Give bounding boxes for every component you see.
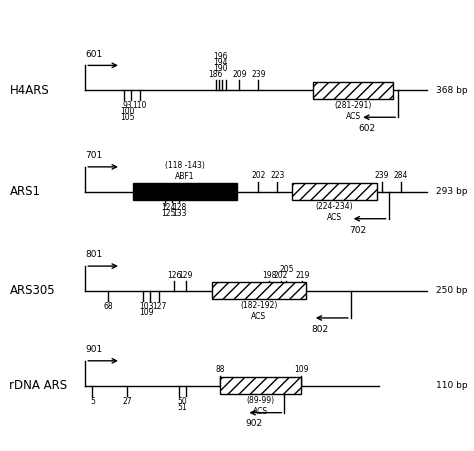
Text: 902: 902 xyxy=(245,419,262,428)
Text: 901: 901 xyxy=(85,345,102,354)
Text: 801: 801 xyxy=(85,250,102,259)
Text: 109: 109 xyxy=(294,365,308,374)
Text: (118 -143)
ABF1: (118 -143) ABF1 xyxy=(165,161,205,181)
Text: 202: 202 xyxy=(273,271,288,280)
Text: 88: 88 xyxy=(216,365,225,374)
Text: 284: 284 xyxy=(393,171,408,180)
Text: (224-234)
ACS: (224-234) ACS xyxy=(315,202,353,222)
Text: 27: 27 xyxy=(122,397,132,406)
Text: 223: 223 xyxy=(270,171,284,180)
Text: 202: 202 xyxy=(251,171,265,180)
Text: 368 bp: 368 bp xyxy=(436,86,468,95)
Text: 126: 126 xyxy=(167,271,182,280)
Text: 51: 51 xyxy=(178,403,187,412)
Text: 701: 701 xyxy=(85,151,102,160)
Text: 5: 5 xyxy=(90,397,95,406)
Text: rDNA ARS: rDNA ARS xyxy=(9,379,68,392)
Text: 133: 133 xyxy=(172,209,186,218)
Text: 128: 128 xyxy=(172,203,186,212)
Text: 198: 198 xyxy=(262,271,276,280)
Text: ARS1: ARS1 xyxy=(9,185,40,198)
Text: 196: 196 xyxy=(213,52,228,61)
Text: 110 bp: 110 bp xyxy=(436,381,468,390)
Text: 105: 105 xyxy=(120,113,134,122)
Text: 129: 129 xyxy=(179,271,193,280)
Text: 125: 125 xyxy=(161,209,175,218)
Text: 209: 209 xyxy=(232,70,246,79)
Bar xyxy=(292,183,377,200)
Text: 802: 802 xyxy=(311,325,328,334)
Text: 194: 194 xyxy=(213,58,228,67)
Text: 103: 103 xyxy=(139,302,153,311)
Text: 602: 602 xyxy=(359,124,376,133)
Text: 50: 50 xyxy=(178,397,187,406)
Text: 190: 190 xyxy=(213,64,228,73)
Text: 127: 127 xyxy=(152,302,166,311)
Text: 250 bp: 250 bp xyxy=(436,286,467,295)
Text: 239: 239 xyxy=(374,171,389,180)
Text: 68: 68 xyxy=(103,302,113,311)
Bar xyxy=(313,82,393,99)
Text: 219: 219 xyxy=(295,271,310,280)
Text: 186: 186 xyxy=(209,70,223,79)
Text: H4ARS: H4ARS xyxy=(9,84,49,97)
Text: 109: 109 xyxy=(139,308,153,317)
Text: (281-291)
ACS: (281-291) ACS xyxy=(335,101,372,121)
Text: *: * xyxy=(163,203,167,212)
Bar xyxy=(220,377,301,394)
Text: 100: 100 xyxy=(120,107,134,116)
Text: ARS305: ARS305 xyxy=(9,285,55,297)
Text: 124: 124 xyxy=(161,203,175,212)
Text: 93: 93 xyxy=(122,101,132,110)
Text: (89-99)
ACS: (89-99) ACS xyxy=(246,396,275,416)
Text: 239: 239 xyxy=(251,70,265,79)
Text: 702: 702 xyxy=(349,226,366,235)
Bar xyxy=(133,183,237,200)
Text: 601: 601 xyxy=(85,50,102,59)
Bar xyxy=(212,282,306,299)
Text: 205: 205 xyxy=(279,265,293,274)
Text: 110: 110 xyxy=(133,101,147,110)
Text: 293 bp: 293 bp xyxy=(436,187,467,196)
Text: (182-192)
ACS: (182-192) ACS xyxy=(240,301,277,322)
